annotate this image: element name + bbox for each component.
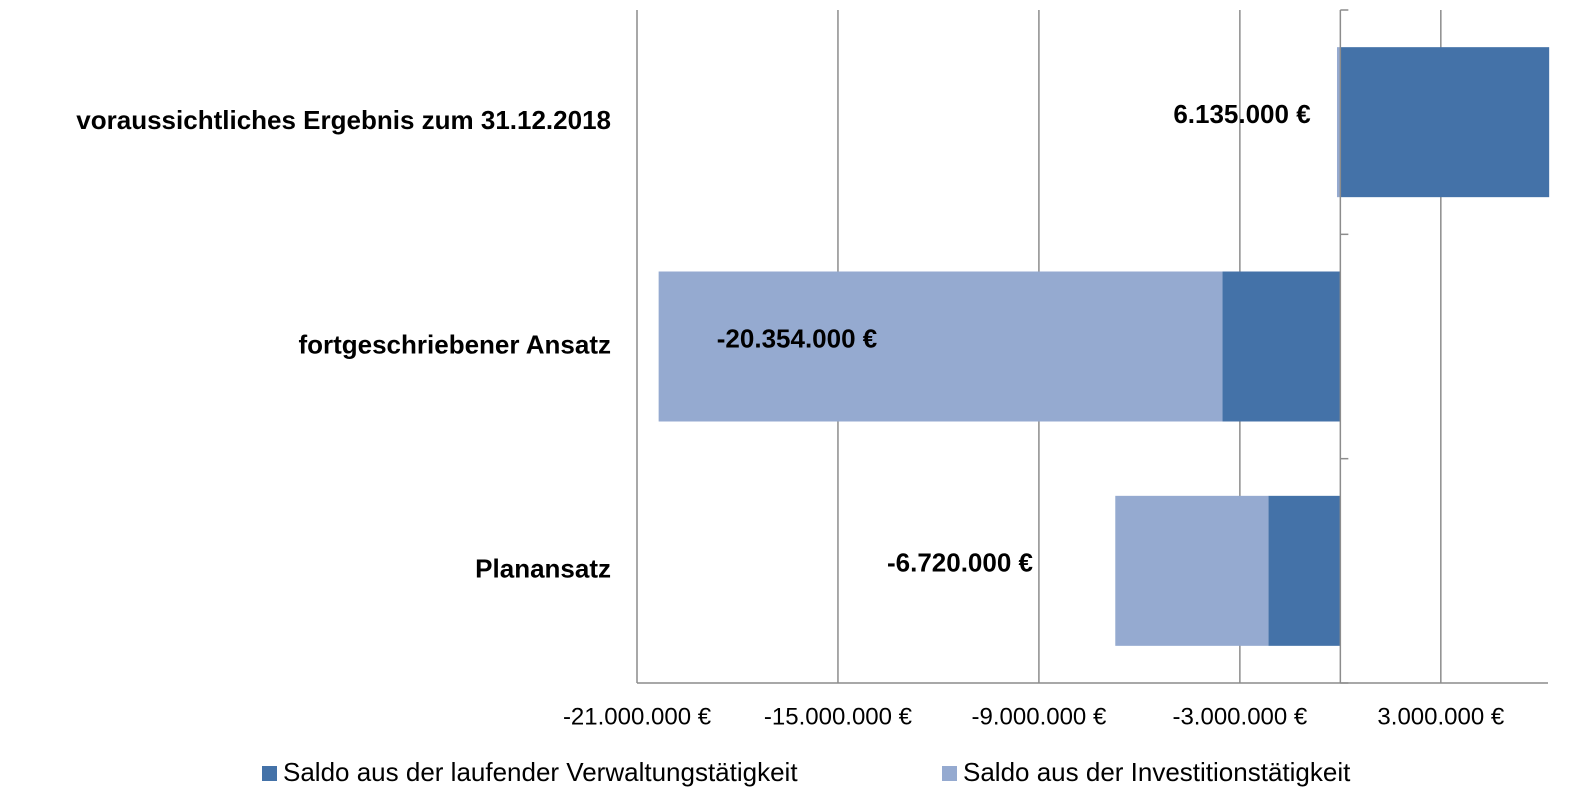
bar xyxy=(1340,47,1550,198)
total-label: 6.135.000 € xyxy=(1173,99,1310,129)
category-label: Planansatz xyxy=(475,554,611,584)
total-label: -20.354.000 € xyxy=(717,323,877,353)
x-tick-label: 3.000.000 € xyxy=(1377,703,1504,730)
x-tick-label: -21.000.000 € xyxy=(563,703,712,730)
total-label: -6.720.000 € xyxy=(887,548,1033,578)
legend-swatch xyxy=(942,766,957,781)
legend-label: Saldo aus der laufender Verwaltungstätig… xyxy=(283,757,798,787)
legend-label: Saldo aus der Investitionstätigkeit xyxy=(963,757,1351,787)
x-tick-label: -15.000.000 € xyxy=(764,703,913,730)
bar xyxy=(1115,495,1269,646)
x-tick-label: -3.000.000 € xyxy=(1172,703,1307,730)
category-label: fortgeschriebener Ansatz xyxy=(298,329,611,359)
bar xyxy=(1268,495,1341,646)
category-label: voraussichtliches Ergebnis zum 31.12.201… xyxy=(76,105,611,135)
x-tick-label: -9.000.000 € xyxy=(972,703,1107,730)
bar xyxy=(658,271,1223,422)
legend-swatch xyxy=(262,766,277,781)
bar xyxy=(1222,271,1341,422)
bar xyxy=(1336,47,1341,198)
